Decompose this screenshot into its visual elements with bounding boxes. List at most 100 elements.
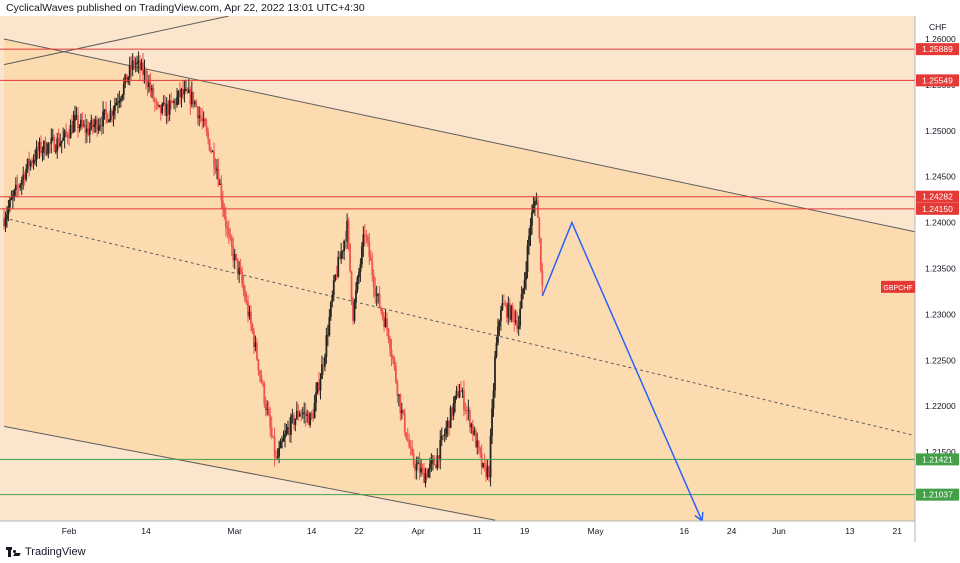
candle-body — [205, 125, 208, 132]
candle-body — [359, 264, 362, 273]
candle-body — [528, 235, 530, 246]
candle-body — [306, 414, 309, 417]
candle-body — [282, 438, 285, 442]
candle-body — [190, 91, 193, 105]
candle-body — [501, 303, 504, 310]
candle-body — [50, 138, 53, 144]
candle-body — [510, 305, 513, 320]
candle-body — [173, 100, 175, 103]
candle-body — [195, 101, 198, 107]
candle-body — [65, 131, 68, 135]
candle-body — [207, 131, 209, 140]
candle-body — [304, 412, 307, 417]
level-price-tag-1.25889[interactable] — [916, 43, 959, 56]
chart-area[interactable]: CHF1.260001.255001.250001.245001.240001.… — [0, 15, 960, 542]
candle-body — [290, 416, 292, 435]
candle-body — [233, 254, 236, 261]
symbol-tag[interactable] — [881, 280, 915, 293]
price-chart[interactable]: CHF1.260001.255001.250001.245001.240001.… — [0, 15, 960, 542]
candle-body — [343, 240, 346, 251]
price-tick-label: 1.23500 — [925, 264, 956, 274]
candle-body — [525, 271, 527, 281]
candle-body — [287, 427, 289, 431]
candle-body — [47, 143, 50, 154]
candle-body — [189, 89, 192, 105]
candle-body — [272, 435, 275, 438]
candle-body — [439, 439, 442, 461]
channel-upper-line[interactable] — [3, 38, 916, 233]
level-price-tag-1.24282[interactable] — [916, 190, 959, 203]
candle-body — [310, 413, 313, 418]
level-price-tag-1.25549[interactable] — [916, 74, 959, 87]
candle-body — [224, 216, 227, 227]
candle-body — [202, 119, 205, 121]
projection-path[interactable] — [541, 220, 703, 522]
candle-body — [217, 169, 220, 185]
candle-body — [513, 312, 516, 323]
candle-body — [489, 435, 492, 478]
candle-body — [520, 294, 523, 309]
candle-body — [255, 342, 258, 360]
candle-body — [393, 359, 396, 367]
candle-body — [263, 383, 266, 404]
candle-body — [344, 240, 347, 242]
candle-body — [492, 390, 495, 409]
channel-lower-line[interactable] — [3, 425, 496, 521]
candle-body — [90, 119, 93, 129]
candle-body — [56, 138, 59, 152]
candle-body — [316, 382, 319, 393]
candle-body — [214, 166, 217, 171]
time-axis[interactable] — [0, 521, 915, 542]
candle-body — [403, 412, 406, 433]
candle-body — [40, 141, 42, 153]
candle-body — [185, 89, 187, 90]
candle-body — [301, 413, 304, 415]
candle-body — [470, 423, 473, 428]
level-price-tag-1.24150[interactable] — [916, 202, 959, 215]
candle-body — [332, 279, 335, 296]
candle-body — [409, 447, 412, 449]
level-price-tag-1.21421[interactable] — [916, 453, 959, 466]
candle-body — [183, 89, 186, 95]
candle-body — [162, 102, 165, 105]
channel-middle-line[interactable] — [3, 217, 916, 437]
candle-body — [153, 99, 156, 102]
candle-body — [346, 220, 349, 242]
candle-body — [455, 390, 458, 396]
candle-body — [423, 468, 425, 484]
candle-body — [476, 440, 479, 448]
candle-body — [467, 410, 470, 411]
candle-body — [53, 137, 56, 152]
candle-body — [519, 308, 522, 326]
candle-body — [468, 410, 471, 428]
candle-body — [248, 311, 251, 317]
candle-body — [491, 408, 493, 436]
candle-body — [71, 124, 73, 133]
candle-body — [258, 370, 261, 375]
candle-body — [408, 440, 411, 448]
candle-body — [329, 302, 332, 318]
candle-body — [251, 324, 254, 332]
candle-body — [137, 60, 140, 63]
candle-body — [279, 441, 282, 449]
candle-body — [298, 413, 301, 417]
level-price-tag-1.21037[interactable] — [916, 488, 959, 501]
candle-body — [122, 83, 125, 95]
candle-body — [220, 183, 223, 201]
candle-body — [20, 179, 23, 185]
candle-body — [96, 119, 99, 131]
candle-body — [121, 94, 124, 99]
candle-body — [74, 115, 76, 121]
candle-body — [360, 246, 363, 265]
candle-body — [504, 304, 507, 306]
price-tick-label: 1.26000 — [925, 34, 956, 44]
level-price-tag-text: 1.21421 — [922, 454, 953, 464]
candle-body — [371, 260, 374, 276]
candle-body — [31, 161, 33, 164]
candle-body — [130, 65, 133, 70]
publisher-line: CyclicalWaves published on TradingView.c… — [6, 2, 365, 14]
candle-body — [216, 169, 218, 171]
channel-extra-line[interactable] — [3, 15, 229, 66]
candle-body — [3, 218, 5, 227]
candle-body — [247, 301, 249, 317]
